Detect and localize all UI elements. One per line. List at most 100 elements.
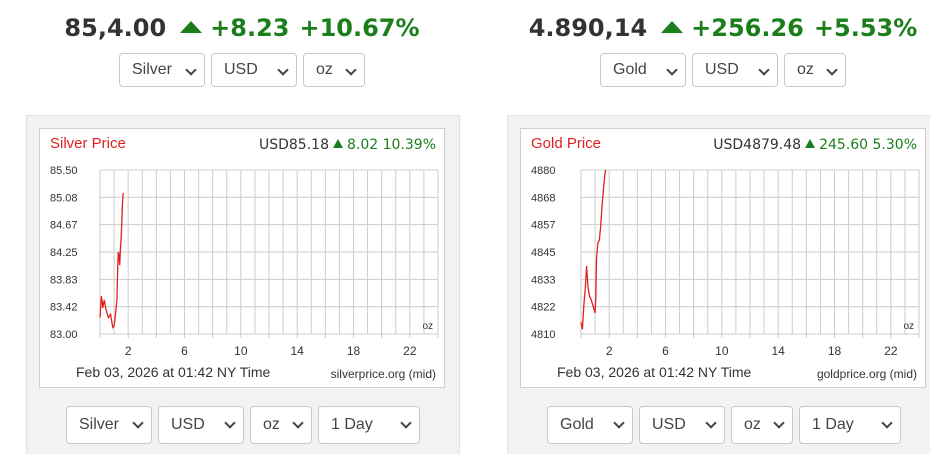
chart-title: Silver Price — [50, 135, 126, 152]
quote-percent: 10.39% — [382, 137, 436, 153]
chevron-down-icon — [277, 64, 289, 76]
up-triangle-icon — [332, 139, 343, 148]
quote-price: USD85.18 — [258, 137, 329, 153]
price-ticker: 4.890,14 +256.26 +5.53% — [503, 14, 930, 42]
x-tick-label: 14 — [290, 344, 304, 358]
chevron-down-icon — [881, 417, 893, 429]
chevron-down-icon — [705, 417, 717, 429]
x-tick-label: 14 — [771, 344, 785, 358]
unit-select-value: oz — [797, 61, 814, 78]
ticker-change: +256.26 — [691, 14, 804, 42]
y-tick-label: 4868 — [531, 192, 555, 204]
y-tick-label: 4822 — [531, 302, 555, 314]
bottom-select-row: Gold USD oz 1 Day — [508, 406, 930, 444]
y-tick-label: 83.42 — [50, 302, 78, 314]
up-arrow-icon — [661, 21, 684, 33]
x-tick-label: 22 — [884, 344, 898, 358]
unit-select[interactable]: oz — [731, 406, 793, 444]
unit-select-value: oz — [744, 416, 761, 433]
quote-price: USD4879.48 — [713, 137, 802, 153]
chevron-down-icon — [345, 64, 357, 76]
x-tick-label: 2 — [125, 344, 132, 358]
price-chart: 85.50 85.08 84.67 84.25 83.83 83.42 83.00 2 6 10 1… — [39, 128, 445, 388]
metal-select[interactable]: Silver — [119, 53, 205, 87]
chart-plot: 4880 4868 4857 4845 4833 4822 4810 2 6 10 14 18 22 oz — [531, 165, 920, 358]
currency-select[interactable]: USD — [639, 406, 725, 444]
currency-select[interactable]: USD — [692, 53, 778, 87]
up-triangle-icon — [805, 139, 816, 148]
y-tick-label: 4857 — [531, 220, 555, 232]
chevron-down-icon — [224, 417, 236, 429]
chart-plot: 85.50 85.08 84.67 84.25 83.83 83.42 83.00 2 6 10 1… — [50, 165, 439, 358]
chevron-down-icon — [292, 417, 304, 429]
quote-change: 245.60 — [819, 137, 869, 153]
ticker-percent: +5.53% — [813, 14, 918, 42]
x-tick-label: 22 — [403, 344, 417, 358]
chevron-down-icon — [132, 417, 144, 429]
chevron-down-icon — [666, 64, 678, 76]
chart-quote: USD85.18 8.02 10.39% — [259, 137, 436, 153]
unit-select-value: oz — [263, 416, 280, 433]
price-chart: 4880 4868 4857 4845 4833 4822 4810 2 6 10 14 18 22 oz… — [520, 128, 926, 388]
metal-select[interactable]: Silver — [66, 406, 152, 444]
price-line — [99, 192, 124, 329]
y-tick-label: 85.50 — [50, 165, 78, 177]
x-tick-label: 10 — [715, 344, 729, 358]
bottom-select-row: Silver USD oz 1 Day — [27, 406, 459, 444]
chevron-down-icon — [758, 64, 770, 76]
y-tick-label: 85.08 — [50, 192, 78, 204]
top-select-row: Silver USD oz — [22, 53, 462, 87]
currency-select[interactable]: USD — [158, 406, 244, 444]
ticker-price: 85,4.00 — [64, 14, 167, 42]
quote-percent: 5.30% — [872, 137, 917, 153]
y-tick-label: 4880 — [531, 165, 555, 177]
x-tick-label: 10 — [234, 344, 248, 358]
top-select-row: Gold USD oz — [503, 53, 930, 87]
chevron-down-icon — [613, 417, 625, 429]
period-select[interactable]: 1 Day — [318, 406, 420, 444]
y-tick-label: 83.00 — [50, 329, 78, 341]
quote-change: 8.02 — [346, 137, 379, 153]
currency-select[interactable]: USD — [211, 53, 297, 87]
chart-timestamp: Feb 03, 2026 at 01:42 NY Time — [557, 364, 752, 380]
metal-select[interactable]: Gold — [547, 406, 633, 444]
unit-select-value: oz — [316, 61, 333, 78]
x-tick-label: 6 — [181, 344, 188, 358]
x-tick-label: 18 — [828, 344, 842, 358]
period-select-value: 1 Day — [812, 416, 854, 433]
period-select[interactable]: 1 Day — [799, 406, 901, 444]
unit-select[interactable]: oz — [303, 53, 365, 87]
ticker-percent: +10.67% — [299, 14, 420, 42]
currency-select-value: USD — [224, 61, 258, 78]
price-ticker: 85,4.00 +8.23 +10.67% — [22, 14, 462, 42]
chart-source: goldprice.org (mid) — [816, 367, 917, 381]
chart-quote: USD4879.48 245.60 5.30% — [713, 137, 917, 153]
metal-select-value: Gold — [560, 416, 594, 433]
metal-select-value: Silver — [132, 61, 173, 78]
y-tick-label: 83.83 — [50, 274, 78, 286]
x-tick-label: 6 — [662, 344, 669, 358]
ticker-change: +8.23 — [210, 14, 290, 42]
silver-widget: 85,4.00 +8.23 +10.67% Silver USD oz 85.50 8… — [22, 0, 462, 454]
unit-label: oz — [903, 321, 914, 332]
chart-panel: 4880 4868 4857 4845 4833 4822 4810 2 6 10 14 18 22 oz… — [507, 115, 930, 454]
unit-label: oz — [422, 321, 433, 332]
chart-panel: 85.50 85.08 84.67 84.25 83.83 83.42 83.00 2 6 10 1… — [26, 115, 460, 454]
price-line — [580, 169, 607, 330]
chevron-down-icon — [826, 64, 838, 76]
currency-select-value: USD — [705, 61, 739, 78]
chart-title: Gold Price — [531, 135, 602, 152]
chevron-down-icon — [400, 417, 412, 429]
currency-select-value: USD — [652, 416, 686, 433]
currency-select-value: USD — [171, 416, 205, 433]
metal-select-value: Gold — [613, 61, 647, 78]
unit-select[interactable]: oz — [784, 53, 846, 87]
y-tick-label: 84.67 — [50, 220, 78, 232]
chart-source: silverprice.org (mid) — [330, 367, 436, 381]
period-select-value: 1 Day — [331, 416, 373, 433]
y-tick-label: 4833 — [531, 274, 555, 286]
gold-widget: 4.890,14 +256.26 +5.53% Gold USD oz 4880 48… — [503, 0, 930, 454]
y-tick-label: 4845 — [531, 247, 555, 259]
unit-select[interactable]: oz — [250, 406, 312, 444]
metal-select[interactable]: Gold — [600, 53, 686, 87]
